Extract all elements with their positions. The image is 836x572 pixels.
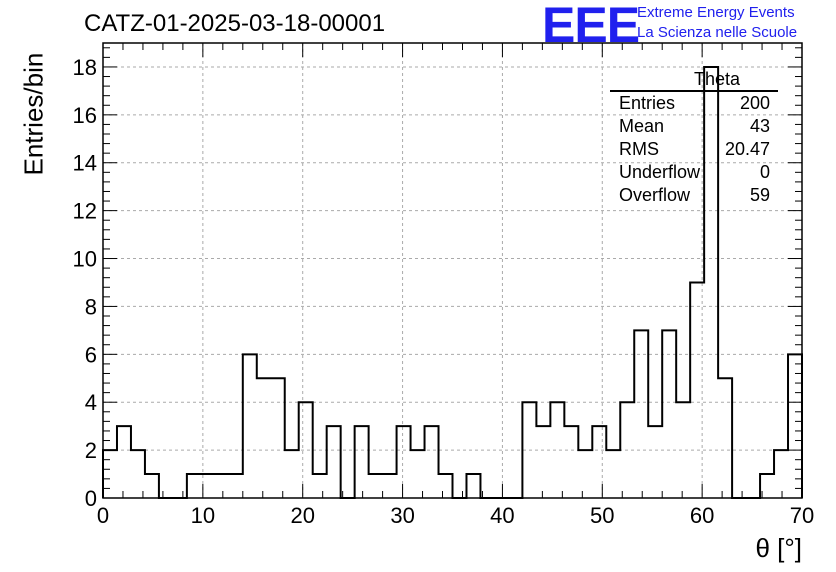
axis-ticks	[102, 43, 803, 499]
y-axis-label: Entries/bin	[18, 52, 49, 176]
stats-value: 59	[749, 185, 770, 205]
stats-label: Mean	[619, 116, 665, 136]
stats-label: Entries	[619, 93, 676, 113]
stats-title: Theta	[610, 69, 778, 92]
logo-caption: Extreme Energy Events La Scienza nelle S…	[637, 3, 797, 43]
x-tick-label: 60	[690, 503, 714, 528]
logo-caption-line1: Extreme Energy Events	[637, 4, 795, 21]
x-tick-label: 20	[290, 503, 314, 528]
y-tick-label: 2	[85, 438, 97, 463]
y-tick-label: 0	[85, 486, 97, 511]
plot-frame	[102, 42, 803, 499]
y-tick-label: 8	[85, 294, 97, 319]
y-tick-label: 12	[73, 199, 97, 224]
stats-label: RMS	[619, 139, 659, 159]
y-tick-label: 10	[73, 247, 97, 272]
x-tick-label: 70	[790, 503, 814, 528]
x-tick-label: 30	[390, 503, 414, 528]
stats-value: 20.47	[724, 139, 770, 159]
y-tick-label: 4	[85, 390, 97, 415]
stats-row-rms: RMS 20.47	[610, 138, 778, 161]
stats-value: 0	[759, 162, 770, 182]
tick-labels: 0 10 20 30 40 50 60 70 0 2 4 6 8 10 12 14 16 18	[73, 55, 815, 528]
x-tick-label: 10	[191, 503, 215, 528]
y-tick-label: 16	[73, 103, 97, 128]
stats-row-entries: Entries 200	[610, 92, 778, 115]
y-tick-label: 18	[73, 55, 97, 80]
x-axis-label: θ [°]	[755, 533, 802, 563]
stats-row-underflow: Underflow 0	[610, 161, 778, 184]
stats-value: 43	[749, 116, 770, 136]
logo-caption-line2: La Scienza nelle Scuole	[637, 24, 798, 41]
stats-value: 200	[739, 93, 770, 113]
run-title: CATZ-01-2025-03-18-00001	[84, 10, 386, 37]
eee-logo: EEE	[542, 0, 640, 53]
stats-row-overflow: Overflow 59	[610, 184, 778, 207]
grid-lines	[103, 43, 802, 498]
stats-box: Theta Entries 200 Mean 43 RMS 20.47 Unde…	[610, 69, 778, 207]
x-tick-label: 0	[97, 503, 109, 528]
stats-label: Overflow	[619, 185, 691, 205]
stats-row-mean: Mean 43	[610, 115, 778, 138]
y-tick-label: 14	[73, 151, 97, 176]
x-tick-label: 40	[490, 503, 514, 528]
x-tick-label: 50	[590, 503, 614, 528]
y-tick-label: 6	[85, 342, 97, 367]
stats-label: Underflow	[619, 162, 701, 182]
